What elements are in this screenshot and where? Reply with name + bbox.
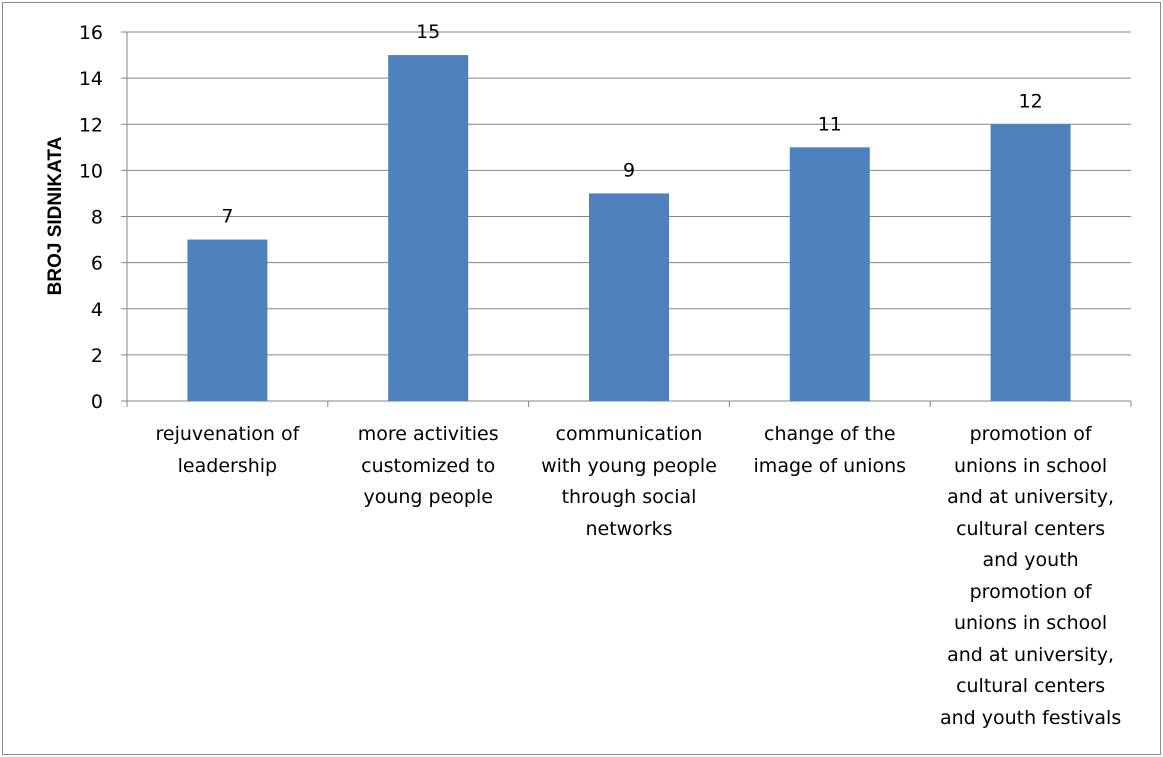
data-labels: 7 15 9 11 12 <box>221 21 1042 228</box>
y-tick-label: 14 <box>79 68 103 90</box>
x-category-label: promotion of unions in school and at uni… <box>939 423 1122 729</box>
y-tick-label: 16 <box>79 22 103 44</box>
y-tick-label: 2 <box>91 345 103 367</box>
x-category-label: change of the image of unions <box>753 423 907 477</box>
data-label: 15 <box>416 21 440 43</box>
data-label: 7 <box>221 206 233 228</box>
x-category-label: communication with young people through … <box>541 423 717 540</box>
bar <box>789 147 870 401</box>
y-tick-label: 12 <box>79 114 103 136</box>
y-axis-title: BROJ SIDNIKATA <box>45 136 66 295</box>
y-tick-label: 4 <box>91 299 103 321</box>
y-tick-label: 10 <box>79 160 103 182</box>
bar <box>187 239 268 401</box>
bar <box>589 193 669 401</box>
data-label: 11 <box>818 113 842 135</box>
data-label: 9 <box>623 159 635 181</box>
bars <box>187 55 1071 401</box>
bar <box>388 55 469 401</box>
y-tick-labels: 0 2 4 6 8 10 12 14 16 <box>79 22 103 413</box>
x-category-label: rejuvenation of leadership <box>155 423 300 477</box>
y-tick-label: 6 <box>91 253 103 275</box>
x-category-label: more activities customized to young peop… <box>357 423 499 508</box>
y-tick-label: 0 <box>91 391 103 413</box>
data-label: 12 <box>1019 90 1043 112</box>
gridlines <box>127 31 1131 356</box>
y-tick-label: 8 <box>91 207 103 229</box>
bar <box>990 124 1071 401</box>
